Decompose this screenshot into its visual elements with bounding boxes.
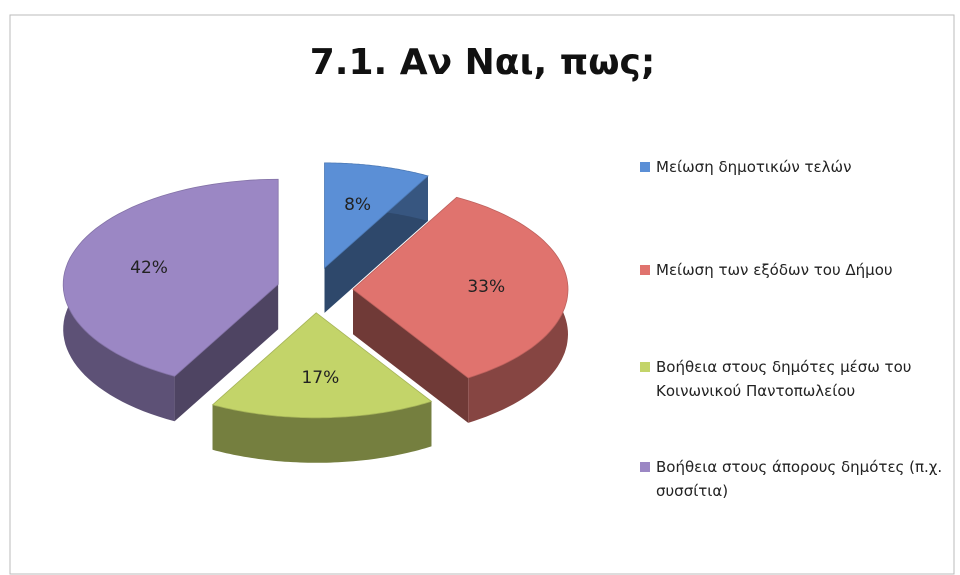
legend-label: Μείωση των εξόδων του Δήμου (656, 261, 893, 279)
slice (324, 162, 429, 269)
legend-item: Μείωση δημοτικών τελών (640, 155, 955, 179)
legend-label: Μείωση δημοτικών τελών (656, 158, 852, 176)
data-label: 33% (467, 277, 505, 297)
legend-item: Μείωση των εξόδων του Δήμου (640, 258, 955, 282)
legend-swatch (640, 162, 650, 172)
slice-side (212, 401, 432, 463)
legend-swatch (640, 362, 650, 372)
slice (352, 196, 569, 379)
slice (211, 312, 433, 419)
legend-item: Βοήθεια στους άπορους δημότες (π.χ. συσσ… (640, 455, 955, 503)
legend-swatch (640, 265, 650, 275)
slice-wall (174, 284, 279, 422)
data-label: 17% (301, 368, 339, 388)
data-label: 8% (344, 195, 371, 215)
slice (62, 178, 279, 377)
legend-item: Βοήθεια στους δημότες μέσω του Κοινωνικο… (640, 355, 955, 403)
slice-wall (353, 289, 469, 423)
legend-swatch (640, 462, 650, 472)
legend-label: Βοήθεια στους άπορους δημότες (π.χ. συσσ… (656, 458, 943, 500)
data-label: 42% (130, 258, 168, 278)
frame (9, 14, 955, 575)
chart-title: 7.1. Αν Ναι, πως; (309, 42, 656, 83)
legend-label: Βοήθεια στους δημότες μέσω του Κοινωνικο… (656, 358, 912, 400)
